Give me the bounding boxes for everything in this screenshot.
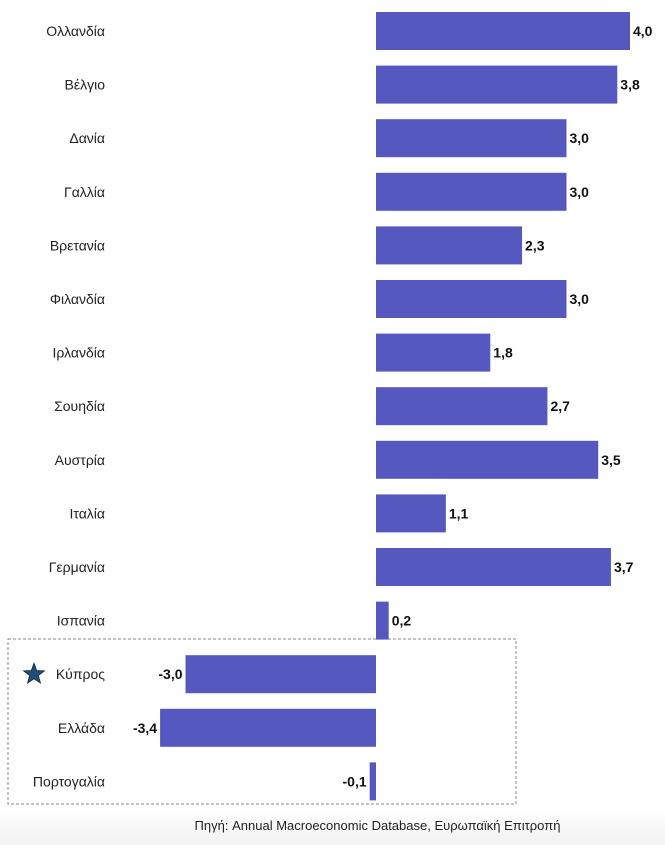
- category-label: Βρετανία: [50, 237, 105, 253]
- bar-15: [369, 762, 376, 801]
- source-note: Πηγή: Annual Macroeconomic Database, Ευρ…: [194, 818, 561, 833]
- bar-2: [376, 65, 618, 104]
- bar-13: [185, 655, 376, 694]
- value-label: 3,7: [614, 559, 634, 575]
- category-label: Σουηδία: [54, 398, 105, 414]
- footer-band: [0, 808, 665, 845]
- value-label: 3,0: [570, 291, 590, 307]
- star-icon: [22, 662, 46, 685]
- category-label: Ελλάδα: [58, 720, 105, 736]
- category-label: Κύπρος: [56, 666, 105, 682]
- value-label: 1,8: [493, 345, 513, 361]
- value-label: -3,4: [133, 720, 157, 736]
- category-label: Βέλγιο: [65, 77, 106, 93]
- value-label: 3,0: [570, 184, 590, 200]
- value-label: 3,5: [601, 452, 621, 468]
- bar-5: [376, 226, 523, 265]
- bars-layer: [160, 12, 630, 801]
- value-label: 2,3: [525, 237, 545, 253]
- bar-7: [376, 333, 491, 372]
- value-label: 0,2: [392, 613, 412, 629]
- bar-12: [376, 601, 389, 640]
- value-label: 1,1: [449, 505, 469, 521]
- bar-11: [376, 548, 611, 586]
- bar-9: [376, 440, 599, 479]
- bar-1: [376, 12, 630, 50]
- bar-3: [376, 119, 567, 158]
- labels-layer: Ολλανδία 4,0 Βέλγιο 3,8 Δανία 3,0 Γαλλία 3,0 Βρε…: [22, 23, 653, 789]
- category-label: Δανία: [69, 130, 105, 146]
- bar-4: [376, 172, 567, 211]
- value-label: 4,0: [633, 23, 653, 39]
- value-label: -0,1: [343, 773, 367, 789]
- category-label: Πορτογαλία: [33, 773, 105, 789]
- category-label: Ολλανδία: [46, 23, 105, 39]
- category-label: Αυστρία: [55, 452, 105, 468]
- value-label: 3,8: [620, 77, 640, 93]
- value-label: 3,0: [570, 130, 590, 146]
- category-label: Ισπανία: [57, 613, 105, 629]
- bar-10: [376, 494, 446, 533]
- category-label: Φιλανδία: [50, 291, 105, 307]
- bar-6: [376, 280, 567, 318]
- value-label: 2,7: [550, 398, 570, 414]
- category-label: Γαλλία: [64, 184, 105, 200]
- bar-8: [376, 387, 548, 426]
- category-label: Ιταλία: [69, 505, 105, 521]
- value-label: -3,0: [158, 666, 182, 682]
- category-label: Ιρλανδία: [53, 345, 105, 361]
- bar-14: [160, 708, 376, 747]
- category-label: Γερμανία: [49, 559, 105, 575]
- highlight-box: [7, 638, 517, 805]
